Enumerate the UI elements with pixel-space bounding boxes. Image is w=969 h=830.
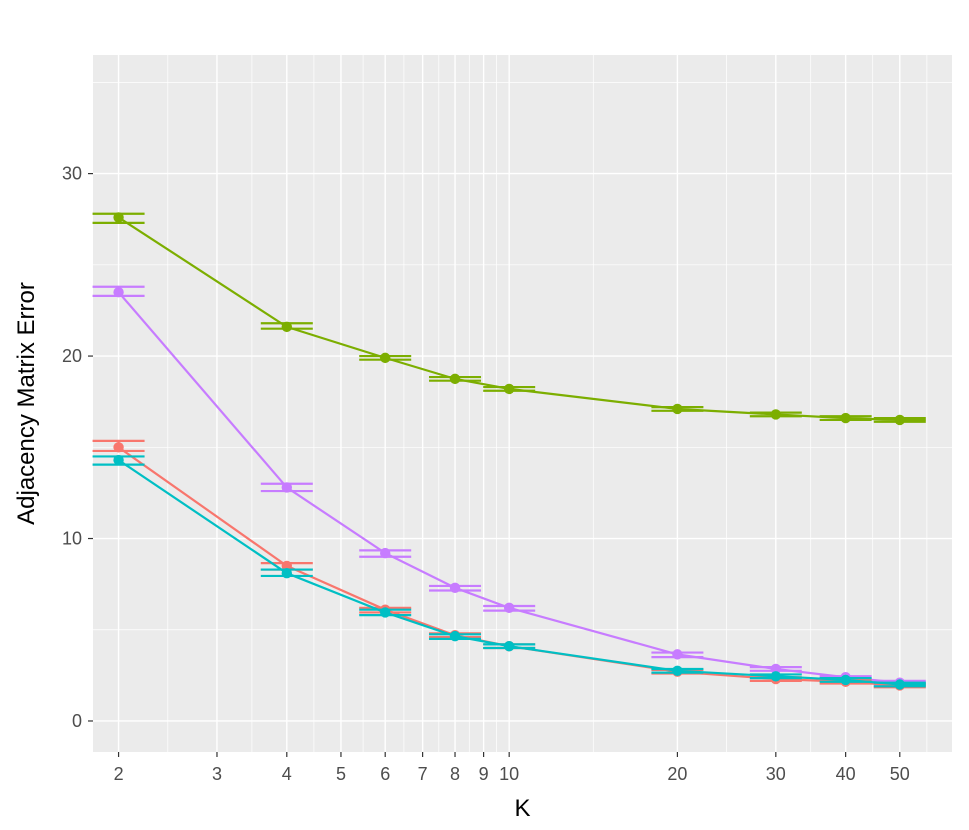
x-tick-label: 3 [212, 764, 222, 784]
data-point [840, 412, 851, 424]
data-point [113, 454, 124, 466]
data-point [449, 373, 461, 385]
x-tick-label: 10 [499, 764, 519, 784]
data-point [380, 352, 391, 364]
data-point [894, 414, 905, 426]
x-tick-label: 9 [479, 764, 489, 784]
data-point [113, 442, 124, 453]
data-point [770, 409, 782, 420]
data-point [672, 665, 683, 677]
data-point [113, 286, 124, 298]
data-point [380, 607, 391, 618]
x-tick-label: 6 [380, 764, 390, 784]
data-point [503, 602, 515, 614]
data-point [672, 403, 683, 415]
x-tick-label: 50 [890, 764, 910, 784]
series-line [117, 216, 926, 422]
series-4 [92, 454, 926, 690]
x-tick-label: 40 [836, 764, 856, 784]
data-point [894, 679, 905, 690]
x-tick-label: 5 [336, 764, 346, 784]
y-axis-title: Adjacency Matrix Error [13, 282, 40, 525]
major-gridlines [93, 55, 952, 752]
x-axis-title: K [514, 795, 530, 822]
y-tick-label: 10 [62, 529, 82, 549]
series-line [117, 291, 926, 684]
data-point [840, 674, 851, 686]
minor-gridlines [93, 55, 952, 752]
data-point [281, 321, 292, 333]
x-tick-label: 8 [450, 764, 460, 784]
x-tick-label: 7 [418, 764, 428, 784]
data-point [380, 547, 391, 559]
data-point [770, 663, 782, 675]
data-point [503, 640, 515, 652]
data-point [672, 649, 683, 660]
data-point [770, 671, 782, 682]
x-tick-label: 30 [766, 764, 786, 784]
series-1 [92, 212, 926, 426]
y-axis: 0 10 20 30 [62, 164, 93, 731]
data-point [281, 482, 292, 493]
y-tick-label: 30 [62, 164, 82, 184]
series-2 [92, 285, 926, 688]
data-point [449, 630, 461, 642]
x-tick-label: 2 [114, 764, 124, 784]
series-line [117, 459, 926, 686]
data-point [281, 567, 292, 579]
y-tick-label: 20 [62, 346, 82, 366]
data-point [503, 383, 515, 395]
x-axis: 2 3 4 5 6 7 8 9 10 20 30 40 50 [114, 752, 910, 784]
plot-panel [93, 55, 952, 752]
data-point [449, 582, 461, 593]
y-tick-label: 0 [72, 711, 82, 731]
series-layer [92, 212, 926, 691]
x-tick-label: 20 [667, 764, 687, 784]
data-point [113, 212, 124, 223]
x-tick-label: 4 [282, 764, 292, 784]
